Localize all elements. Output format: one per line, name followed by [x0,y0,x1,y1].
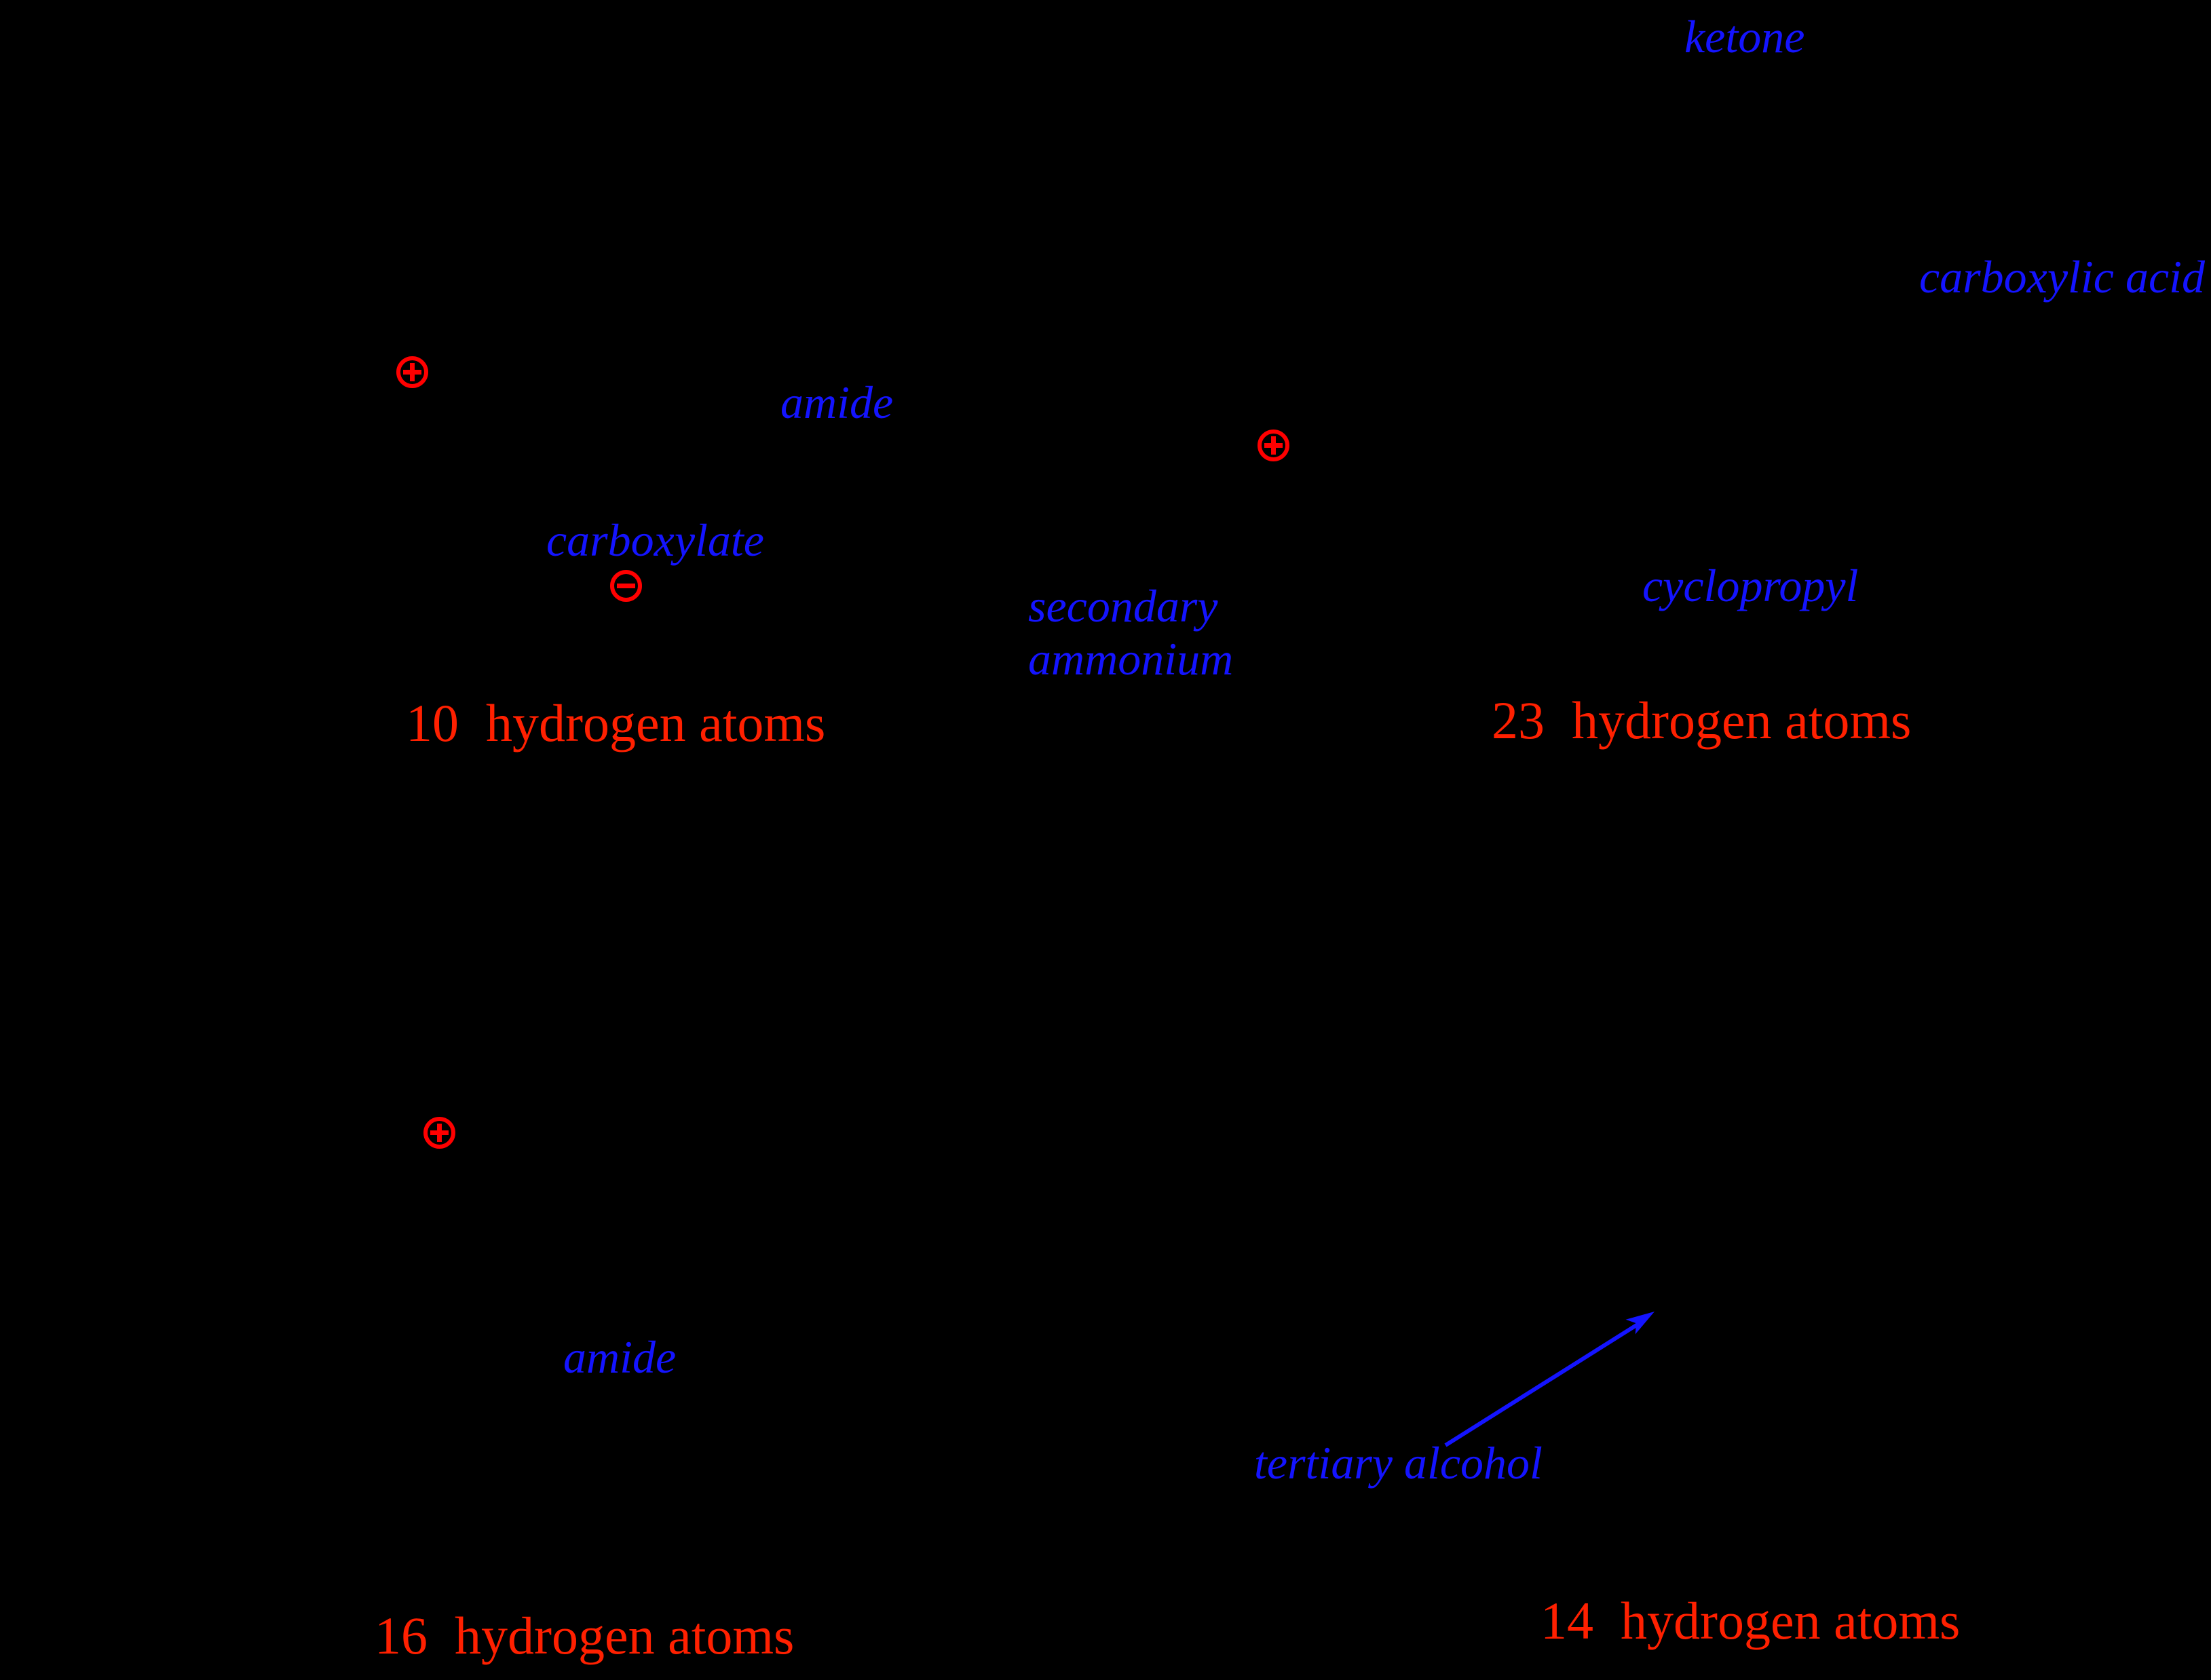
plus-bar-vertical [437,1124,442,1142]
positive-charge-icon [396,356,428,388]
label-ketone: ketone [1684,11,1805,62]
label-secondary-ammonium: secondary ammonium [1028,579,1233,685]
hydrogen-count-text: hydrogen atoms [1572,691,1912,750]
hydrogen-count-top-right: 23 hydrogen atoms [1492,694,1911,747]
label-carboxylate: carboxylate [546,514,764,566]
hydrogen-count-bottom-left: 16 hydrogen atoms [375,1609,794,1662]
hydrogen-count-text: hydrogen atoms [1621,1591,1961,1650]
plus-bar-vertical [1271,436,1276,455]
label-amide-bottom: amide [563,1331,677,1383]
negative-charge-icon [610,570,642,602]
label-cyclopropyl: cyclopropyl [1642,560,1859,611]
label-amide-top: amide [780,377,894,428]
hydrogen-count-number: 23 [1492,691,1545,750]
hydrogen-count-number: 16 [375,1606,428,1665]
label-tertiary-alcohol: tertiary alcohol [1254,1437,1543,1489]
positive-charge-icon [423,1117,455,1149]
label-carboxylic-acid: carboxylic acid [1919,251,2206,303]
minus-bar-horizontal [617,584,635,588]
label-secondary-ammonium-line2: ammonium [1028,633,1234,685]
hydrogen-count-number: 14 [1541,1591,1593,1650]
tertiary-alcohol-arrow-icon [1444,1312,1655,1447]
label-secondary-ammonium-line1: secondary [1028,580,1218,632]
hydrogen-count-bottom-right: 14 hydrogen atoms [1541,1595,1960,1647]
hydrogen-count-text: hydrogen atoms [455,1606,795,1665]
plus-bar-vertical [410,363,415,381]
hydrogen-count-top-left: 10 hydrogen atoms [406,697,825,750]
positive-charge-icon [1258,429,1289,461]
hydrogen-count-number: 10 [406,693,459,752]
hydrogen-count-text: hydrogen atoms [486,693,826,752]
